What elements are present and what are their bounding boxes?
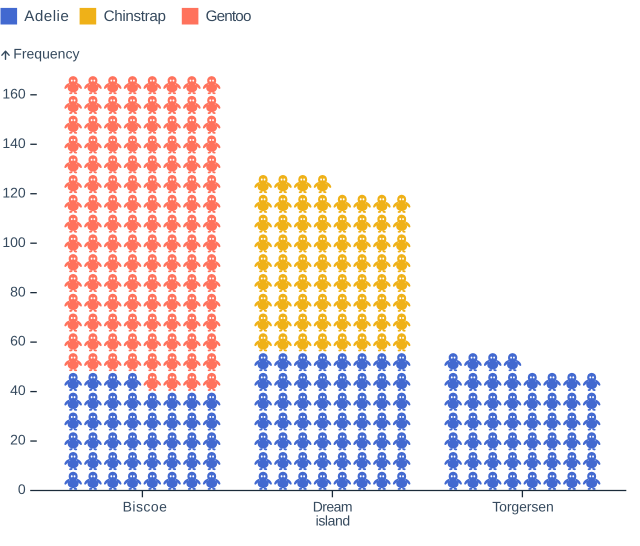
svg-text:40: 40 [10,382,26,398]
svg-text:120: 120 [2,184,26,200]
svg-text:0: 0 [18,481,26,497]
svg-text:Frequency: Frequency [13,45,79,61]
svg-text:60: 60 [10,333,26,349]
svg-text:Adelie: Adelie [24,8,69,25]
svg-text:Biscoe: Biscoe [123,498,168,514]
svg-text:Chinstrap: Chinstrap [104,8,166,25]
svg-text:Torgersen: Torgersen [492,498,554,514]
svg-text:160: 160 [2,85,26,101]
svg-text:140: 140 [2,135,26,151]
svg-text:80: 80 [10,283,26,299]
svg-text:100: 100 [2,234,26,250]
svg-text:20: 20 [10,432,26,448]
svg-text:Gentoo: Gentoo [206,8,252,25]
svg-text:Dream: Dream [313,498,353,514]
svg-text:island: island [316,513,351,529]
